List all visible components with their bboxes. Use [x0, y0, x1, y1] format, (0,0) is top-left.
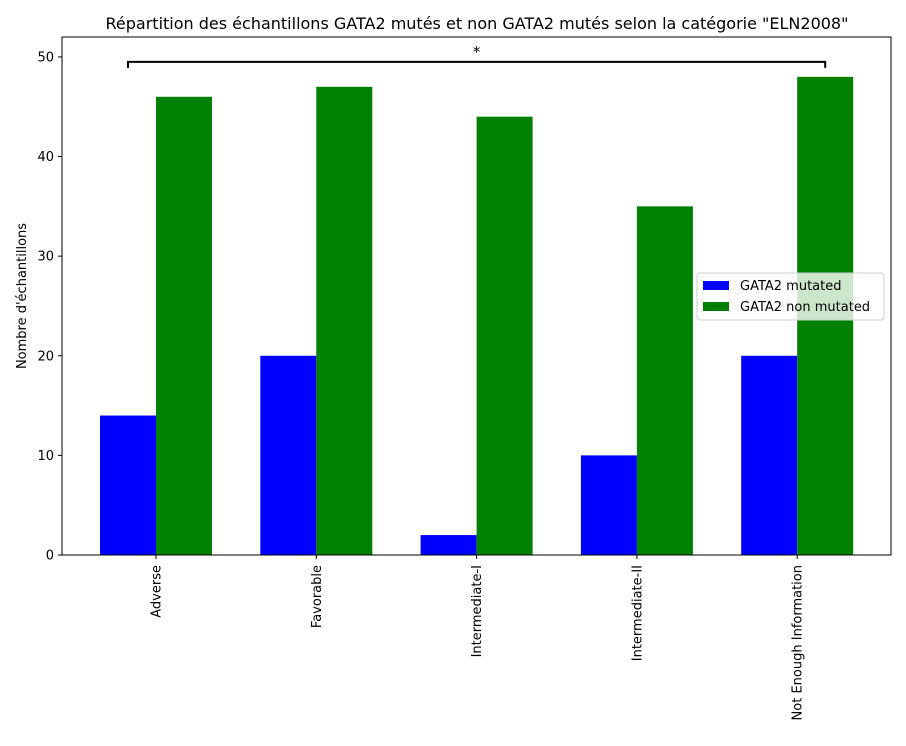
x-tick-label-2: Intermediate-I	[470, 565, 485, 657]
legend-swatch-1	[703, 302, 729, 311]
y-tick-label-20: 20	[37, 349, 54, 364]
plot-area: 0 10 20 30 40 50 Adverse Favorable Intermediate-…	[37, 36, 892, 720]
legend-swatch-0	[703, 281, 729, 290]
significance-bracket	[127, 60, 827, 68]
bar-mutated-1	[260, 355, 317, 555]
bar-non-mutated-3	[636, 206, 693, 555]
significance-marker: *	[473, 43, 481, 61]
legend-label-0: GATA2 mutated	[740, 279, 842, 294]
bar-non-mutated-0	[156, 96, 212, 556]
bar-mutated-2	[420, 535, 477, 555]
y-tick-label-0: 0	[46, 549, 54, 564]
x-tick-label-4: Not Enough Information	[791, 565, 806, 720]
y-tick-label-40: 40	[37, 150, 54, 165]
bar-non-mutated-1	[316, 86, 373, 556]
bar-non-mutated-2	[476, 116, 533, 555]
y-tick-label-50: 50	[37, 50, 54, 65]
legend: GATA2 mutated GATA2 non mutated	[696, 272, 885, 321]
x-tick-label-0: Adverse	[150, 565, 165, 618]
bar-mutated-4	[741, 355, 798, 555]
legend-label-1: GATA2 non mutated	[740, 300, 870, 315]
chart-title: Répartition des échantillons GATA2 mutés…	[106, 14, 849, 33]
y-axis-label: Nombre d'échantillons	[15, 223, 30, 369]
bar-mutated-3	[580, 455, 637, 555]
bar-mutated-0	[100, 415, 156, 555]
y-tick-label-10: 10	[37, 449, 54, 464]
x-tick-label-1: Favorable	[310, 565, 325, 628]
x-tick-label-3: Intermediate-II	[630, 565, 645, 661]
legend-box	[696, 272, 885, 321]
y-tick-label-30: 30	[37, 250, 54, 265]
